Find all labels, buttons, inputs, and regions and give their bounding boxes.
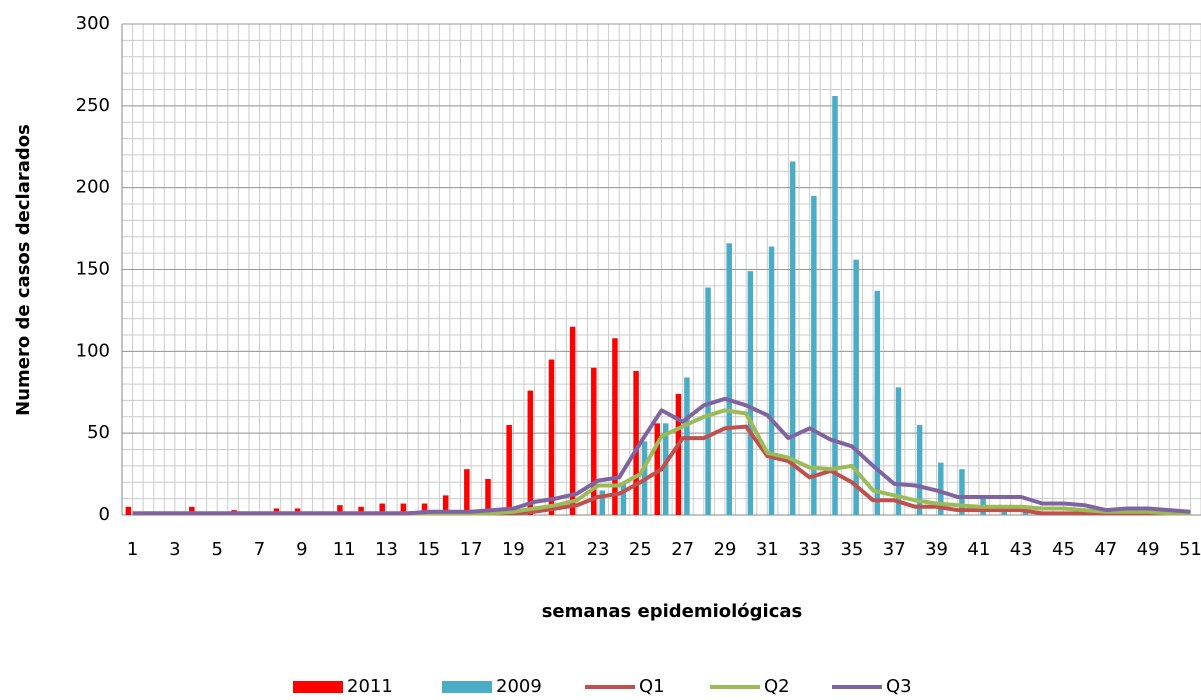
x-tick-label: 15	[417, 539, 440, 560]
bar	[726, 243, 732, 515]
legend-swatch	[293, 681, 343, 693]
bar	[548, 359, 555, 515]
x-tick-label: 9	[296, 539, 307, 560]
bar	[189, 506, 195, 515]
y-tick-label: 250	[76, 95, 110, 116]
legend-label: Q1	[639, 676, 665, 697]
x-tick-label: 47	[1094, 539, 1117, 560]
x-tick-label: 3	[169, 539, 180, 560]
bar	[612, 338, 618, 515]
bar	[768, 246, 775, 515]
x-tick-label: 29	[714, 539, 737, 560]
bar	[527, 390, 534, 515]
bar	[620, 482, 627, 515]
x-axis-title: semanas epidemiológicas	[542, 601, 803, 622]
bar	[591, 367, 597, 515]
x-tick-label: 25	[629, 539, 652, 560]
bar	[442, 495, 449, 515]
bar	[400, 503, 407, 515]
bar	[358, 506, 364, 515]
bar	[506, 424, 512, 515]
y-tick-label: 0	[99, 504, 110, 525]
x-tick-label: 17	[460, 539, 483, 560]
x-tick-label: 41	[967, 539, 990, 560]
x-tick-label: 13	[375, 539, 398, 560]
x-tick-label: 7	[254, 539, 265, 560]
x-tick-label: 23	[587, 539, 610, 560]
legend-swatch	[442, 681, 492, 693]
bar	[654, 423, 660, 515]
bar	[959, 469, 965, 515]
bar	[747, 271, 754, 515]
line-series	[132, 396, 1191, 516]
bar	[853, 259, 859, 515]
bar	[938, 462, 944, 515]
bar	[663, 423, 669, 515]
legend-label: 2011	[347, 676, 393, 697]
bar	[705, 287, 711, 515]
x-tick-label: 27	[671, 539, 694, 560]
x-tick-label: 43	[1010, 539, 1033, 560]
x-tick-label: 39	[925, 539, 948, 560]
bar	[895, 387, 902, 515]
y-tick-label: 50	[87, 422, 110, 443]
bar	[379, 503, 385, 515]
bar	[684, 377, 690, 515]
x-tick-label: 45	[1052, 539, 1075, 560]
y-tick-label: 200	[76, 177, 110, 198]
bar	[633, 370, 639, 515]
bar	[916, 424, 923, 515]
bar	[832, 96, 838, 515]
x-tick-label: 19	[502, 539, 525, 560]
x-tick-label: 21	[544, 539, 567, 560]
y-tick-label: 100	[76, 340, 110, 361]
bar	[599, 490, 606, 515]
bar	[464, 469, 470, 515]
bar	[569, 326, 576, 515]
x-tick-label: 31	[756, 539, 779, 560]
bar	[874, 290, 881, 515]
x-tick-label: 5	[211, 539, 222, 560]
x-tick-label: 33	[798, 539, 821, 560]
bar	[789, 161, 796, 516]
legend-label: Q2	[764, 676, 790, 697]
y-tick-label: 300	[76, 13, 110, 34]
bar	[675, 393, 682, 515]
bar	[337, 505, 343, 515]
bar	[421, 503, 428, 515]
x-tick-label: 1	[127, 539, 138, 560]
x-tick-label: 35	[840, 539, 863, 560]
x-tick-label: 49	[1137, 539, 1160, 560]
legend-label: 2009	[496, 676, 542, 697]
y-axis-title: Numero de casos declarados	[13, 124, 34, 416]
bar	[485, 478, 491, 515]
x-tick-label: 51	[1179, 539, 1201, 560]
legend-label: Q3	[886, 676, 912, 697]
bar	[125, 506, 132, 515]
x-tick-label: 37	[883, 539, 906, 560]
x-tick-label: 11	[333, 539, 356, 560]
y-tick-label: 150	[76, 259, 110, 280]
bar	[811, 195, 817, 515]
